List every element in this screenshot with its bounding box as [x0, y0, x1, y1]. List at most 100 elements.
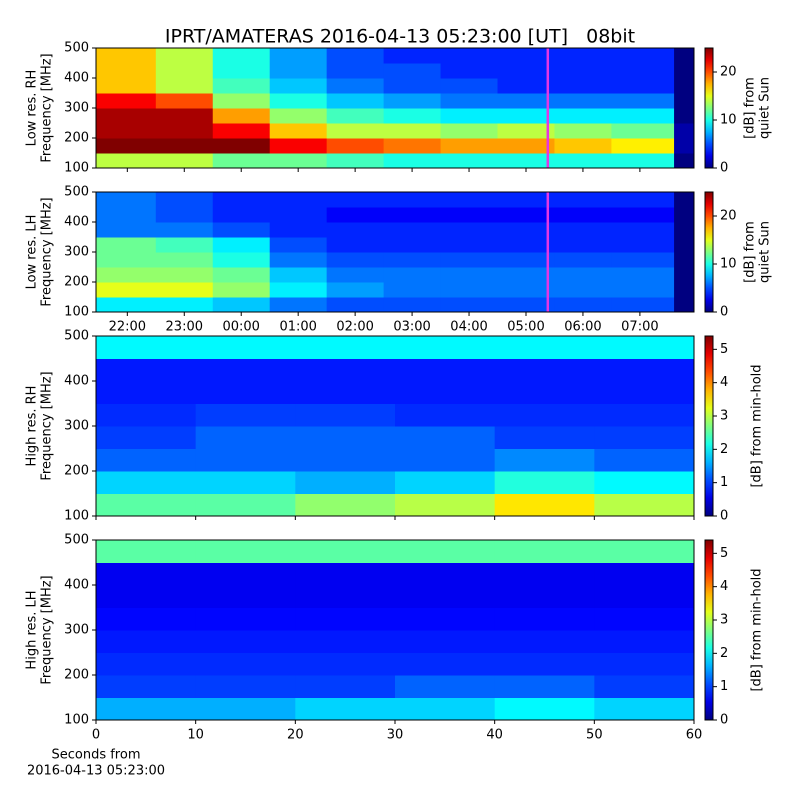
heat-cell — [96, 607, 197, 631]
heat-cell — [594, 448, 695, 472]
heat-cell — [440, 192, 499, 208]
heat-cell — [155, 267, 214, 283]
heat-cell — [395, 540, 496, 563]
heat-cell — [326, 267, 385, 283]
heat-cell — [96, 282, 157, 298]
heat-cell — [674, 93, 695, 109]
heat-cell — [674, 297, 695, 313]
heat-cell — [594, 585, 695, 608]
heat-cell — [554, 138, 612, 154]
y-axis-label: Low res. LH — [25, 215, 40, 290]
heat-cell — [383, 297, 442, 313]
y-axis-label: High res. LH — [25, 590, 40, 669]
heat-cell — [395, 652, 496, 676]
heat-cell — [96, 358, 197, 382]
heat-cell — [212, 252, 271, 268]
heat-cell — [96, 652, 197, 676]
heat-cell — [326, 222, 385, 238]
heat-cell — [594, 607, 695, 631]
heat-cell — [326, 237, 385, 253]
heat-cell — [269, 123, 328, 139]
heat-cell — [212, 237, 271, 253]
heat-cell — [96, 675, 197, 698]
heat-cell — [195, 493, 296, 517]
heat-cell — [494, 358, 595, 382]
heat-cell — [594, 426, 695, 449]
heat-cell — [96, 381, 197, 404]
y-axis-label: High res. RH — [25, 386, 40, 467]
heat-cell — [594, 493, 695, 517]
heat-cell — [395, 336, 496, 359]
heat-cell — [269, 192, 328, 208]
y-axis-label: Frequency [MHz] — [40, 371, 55, 480]
heat-cell — [96, 108, 157, 124]
heat-cell — [212, 123, 271, 139]
x-tick-label: 0 — [92, 728, 100, 743]
colorbar-tick-label: 5 — [720, 342, 728, 357]
heat-cell — [195, 448, 296, 472]
heat-cell — [269, 282, 328, 298]
colorbar — [704, 539, 714, 721]
colorbar-tick-label: 3 — [720, 409, 728, 424]
heat-cell — [96, 222, 157, 238]
heat-cell — [554, 63, 612, 79]
heat-cell — [440, 138, 499, 154]
heat-cell — [212, 297, 271, 313]
heat-cell — [611, 192, 675, 208]
y-tick-label: 100 — [64, 509, 89, 524]
heat-cell — [554, 48, 612, 64]
heat-cell — [295, 652, 396, 676]
heat-cell — [212, 108, 271, 124]
heat-cell — [497, 192, 555, 208]
heat-cell — [554, 237, 612, 253]
heat-cell — [195, 336, 296, 359]
heat-cell — [155, 192, 214, 208]
heat-cell — [195, 652, 296, 676]
heat-cell — [155, 138, 214, 154]
colorbar-label: [dB] from — [743, 221, 758, 283]
x-tick-label: 40 — [486, 728, 503, 743]
colorbar-tick-label: 1 — [720, 679, 728, 694]
heat-cell — [497, 123, 555, 139]
heat-cell — [326, 207, 385, 223]
heat-cell — [497, 237, 555, 253]
colorbar-label: [dB] from — [743, 77, 758, 139]
heat-cell — [674, 192, 695, 208]
heat-cell — [611, 108, 675, 124]
y-tick-label: 300 — [64, 245, 89, 260]
y-axis-label: Low res. RH — [25, 70, 40, 147]
heat-cell — [155, 48, 214, 64]
heat-cell — [96, 336, 197, 359]
heat-cell — [212, 282, 271, 298]
heat-cell — [611, 267, 675, 283]
heat-cell — [611, 252, 675, 268]
heat-cell — [96, 630, 197, 653]
x-tick-label: 10 — [187, 728, 204, 743]
heat-cell — [269, 108, 328, 124]
heat-cell — [594, 562, 695, 586]
heat-cell — [269, 63, 328, 79]
heat-cell — [440, 93, 499, 109]
heat-cell — [611, 78, 675, 94]
heat-cell — [674, 282, 695, 298]
colorbar-tick-label: 10 — [720, 257, 737, 272]
heat-cell — [269, 267, 328, 283]
heat-cell — [494, 493, 595, 517]
colorbar-tick-label: 10 — [720, 113, 737, 128]
heat-cell — [440, 297, 499, 313]
colorbar-label: quiet Sun — [758, 221, 773, 283]
heat-cell — [395, 358, 496, 382]
heat-cell — [674, 78, 695, 94]
heat-cell — [594, 697, 695, 721]
colorbar-tick-label: 0 — [720, 161, 728, 176]
heat-cell — [96, 207, 157, 223]
heat-cell — [295, 675, 396, 698]
heat-cell — [383, 207, 442, 223]
heat-cell — [155, 282, 214, 298]
y-tick-label: 400 — [64, 374, 89, 389]
colorbar-tick-label: 0 — [720, 509, 728, 524]
heat-cell — [269, 252, 328, 268]
y-tick-label: 500 — [64, 41, 89, 56]
heat-cell — [195, 381, 296, 404]
heat-cell — [674, 63, 695, 79]
